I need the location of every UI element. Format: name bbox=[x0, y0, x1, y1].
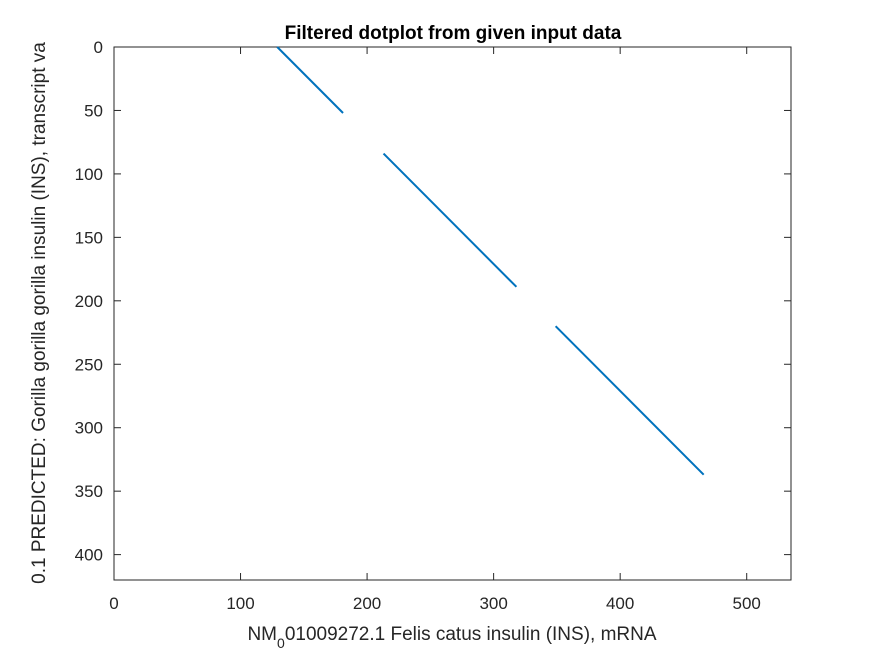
y-tick-label: 350 bbox=[75, 482, 103, 501]
x-axis-label-subscript: 0 bbox=[277, 635, 285, 651]
x-tick-label: 0 bbox=[109, 594, 118, 613]
chart-title: Filtered dotplot from given input data bbox=[285, 23, 622, 44]
x-tick-label: 300 bbox=[479, 594, 507, 613]
x-tick-label: 400 bbox=[606, 594, 634, 613]
dotplot-segments bbox=[276, 46, 705, 476]
match-segment-1 bbox=[276, 46, 344, 114]
y-tick-label: 250 bbox=[75, 355, 103, 374]
x-tick-label: 500 bbox=[733, 594, 761, 613]
match-segment-2 bbox=[382, 152, 518, 288]
x-tick-label: 100 bbox=[226, 594, 254, 613]
x-tick-label: 200 bbox=[353, 594, 381, 613]
y-tick-label: 200 bbox=[75, 292, 103, 311]
y-axis-label: 0.1 PREDICTED: Gorilla gorilla gorilla i… bbox=[29, 42, 50, 584]
x-axis-label-main: NM bbox=[247, 624, 277, 645]
y-tick-label: 50 bbox=[84, 101, 103, 120]
y-tick-label: 100 bbox=[75, 165, 103, 184]
plot-area bbox=[113, 46, 792, 581]
y-tick-label: 150 bbox=[75, 228, 103, 247]
x-axis-ticks: 0 100 200 300 400 500 bbox=[109, 47, 761, 613]
y-tick-label: 400 bbox=[75, 546, 103, 565]
x-axis-label: NM001009272.1 Felis catus insulin (INS),… bbox=[247, 624, 656, 651]
y-tick-label: 300 bbox=[75, 419, 103, 438]
x-axis-label-rest: 01009272.1 Felis catus insulin (INS), mR… bbox=[285, 624, 657, 645]
match-segment-3 bbox=[554, 325, 705, 476]
y-tick-label: 0 bbox=[94, 38, 103, 57]
y-axis-ticks: 0 50 100 150 200 250 300 350 400 bbox=[75, 38, 791, 565]
